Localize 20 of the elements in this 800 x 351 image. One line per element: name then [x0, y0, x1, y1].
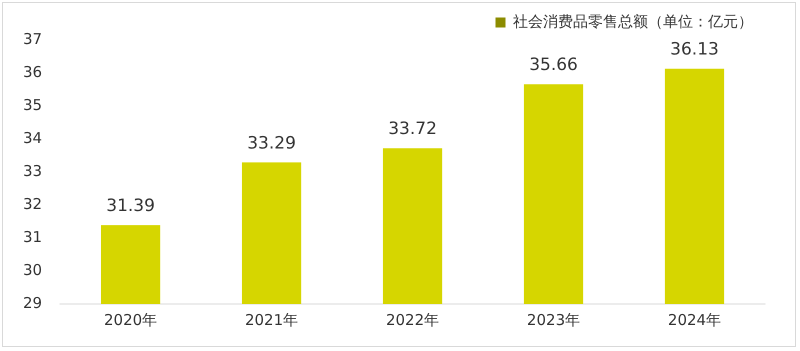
y-tick-label: 34: [22, 128, 42, 147]
data-label: 31.39: [106, 196, 155, 216]
x-tick-label: 2024年: [668, 310, 722, 329]
x-tick-label: 2021年: [244, 310, 298, 329]
y-tick-label: 30: [22, 260, 42, 279]
data-label: 33.29: [247, 133, 296, 154]
y-tick-label: 36: [22, 62, 42, 81]
x-tick-label: 2020年: [104, 310, 158, 329]
y-tick-label: 32: [22, 194, 42, 213]
y-tick-label: 33: [22, 162, 42, 180]
data-label: 35.66: [529, 55, 578, 76]
legend-label: 社会消费品零售总额（单位：亿元）: [513, 12, 753, 30]
y-tick-label: 29: [22, 294, 42, 312]
data-label: 33.72: [388, 119, 437, 140]
y-tick-label: 31: [22, 228, 42, 246]
y-tick-label: 35: [22, 96, 42, 114]
x-tick-label: 2023年: [526, 310, 580, 329]
y-tick-label: 37: [22, 30, 42, 48]
x-tick-label: 2022年: [386, 310, 440, 329]
data-label: 36.13: [670, 40, 719, 60]
